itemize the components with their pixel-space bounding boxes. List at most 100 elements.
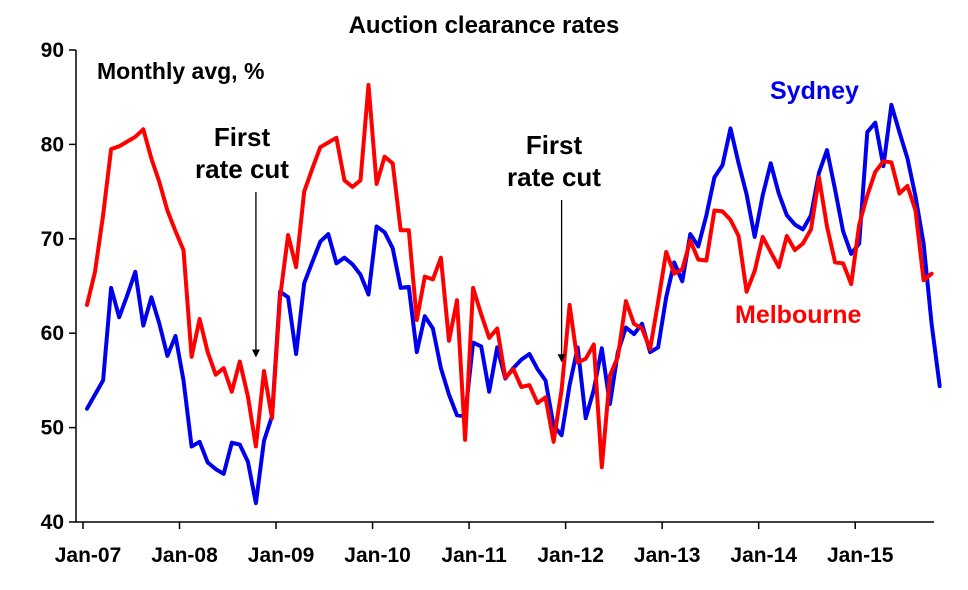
data-point-melbourne xyxy=(181,248,186,252)
data-point-melbourne xyxy=(101,213,105,217)
data-point-melbourne xyxy=(350,185,355,189)
y-tick-label: 70 xyxy=(41,228,64,251)
data-point-melbourne xyxy=(809,227,813,231)
data-point-melbourne xyxy=(761,235,765,239)
x-tick-label: Jan-10 xyxy=(344,544,411,567)
x-tick-label: Jan-14 xyxy=(730,544,797,567)
data-point-sydney xyxy=(222,472,226,476)
data-point-sydney xyxy=(560,433,564,437)
data-point-sydney xyxy=(688,232,692,236)
data-point-melbourne xyxy=(198,317,202,321)
data-point-sydney xyxy=(487,390,491,394)
data-point-melbourne xyxy=(447,339,451,343)
data-point-sydney xyxy=(350,262,355,266)
data-point-melbourne xyxy=(278,295,282,299)
data-point-sydney xyxy=(302,281,306,285)
data-point-melbourne xyxy=(479,312,483,316)
data-point-sydney xyxy=(889,103,894,107)
data-point-melbourne xyxy=(246,394,250,398)
data-point-melbourne xyxy=(503,376,507,380)
data-point-sydney xyxy=(415,350,419,354)
data-point-sydney xyxy=(825,148,829,152)
data-point-sydney xyxy=(712,175,717,179)
data-point-sydney xyxy=(342,256,346,260)
data-point-melbourne xyxy=(85,303,89,307)
data-point-sydney xyxy=(358,273,363,277)
data-point-sydney xyxy=(310,260,314,264)
annotation-label: rate cut xyxy=(507,162,601,192)
y-tick-label: 50 xyxy=(41,417,64,440)
data-point-melbourne xyxy=(270,416,274,420)
data-point-sydney xyxy=(101,378,105,382)
series-points-melbourne xyxy=(85,83,934,469)
data-point-melbourne xyxy=(865,193,869,197)
data-point-melbourne xyxy=(190,355,194,359)
data-point-melbourne xyxy=(310,167,314,171)
data-point-melbourne xyxy=(206,350,210,354)
data-point-melbourne xyxy=(656,300,660,304)
data-point-melbourne xyxy=(576,360,580,365)
data-point-melbourne xyxy=(431,277,435,281)
data-point-melbourne xyxy=(680,267,684,271)
data-point-melbourne xyxy=(745,290,749,294)
data-point-melbourne xyxy=(230,390,234,394)
y-tick-label: 80 xyxy=(41,133,64,156)
data-point-sydney xyxy=(592,388,596,392)
data-point-sydney xyxy=(286,295,290,299)
data-point-melbourne xyxy=(672,272,676,276)
data-point-sydney xyxy=(214,467,218,471)
series-points-sydney xyxy=(85,103,942,505)
data-point-melbourne xyxy=(801,241,805,246)
data-point-melbourne xyxy=(302,190,306,194)
data-point-melbourne xyxy=(463,438,467,442)
data-point-melbourne xyxy=(889,160,894,164)
data-point-melbourne xyxy=(825,224,829,229)
data-point-sydney xyxy=(157,322,161,326)
data-point-melbourne xyxy=(592,342,596,347)
data-point-melbourne xyxy=(922,278,926,282)
data-point-melbourne xyxy=(375,182,379,186)
data-point-melbourne xyxy=(93,270,97,274)
data-point-sydney xyxy=(173,334,178,338)
x-tick-label: Jan-13 xyxy=(634,544,701,567)
data-point-melbourne xyxy=(214,373,218,377)
data-point-sydney xyxy=(656,345,660,349)
data-point-sydney xyxy=(431,326,435,331)
data-point-melbourne xyxy=(881,159,886,163)
data-point-sydney xyxy=(230,441,234,445)
data-point-melbourne xyxy=(930,272,934,276)
data-point-sydney xyxy=(640,322,644,326)
data-point-melbourne xyxy=(334,136,338,140)
data-point-melbourne xyxy=(262,369,266,373)
data-point-melbourne xyxy=(568,303,572,307)
data-point-melbourne xyxy=(543,395,548,399)
data-point-melbourne xyxy=(383,155,387,159)
data-point-melbourne xyxy=(817,175,821,179)
data-point-sydney xyxy=(664,295,668,299)
data-point-melbourne xyxy=(857,223,861,227)
data-point-melbourne xyxy=(133,135,137,139)
data-point-sydney xyxy=(672,260,676,264)
data-point-melbourne xyxy=(897,191,902,196)
data-point-sydney xyxy=(761,193,765,197)
data-point-melbourne xyxy=(439,256,443,260)
annotation-arrow-head xyxy=(251,349,260,358)
legend-melbourne: Melbourne xyxy=(735,301,861,329)
data-point-sydney xyxy=(938,384,942,388)
data-point-sydney xyxy=(181,378,186,382)
data-point-sydney xyxy=(254,501,258,505)
data-point-sydney xyxy=(471,341,475,345)
data-point-melbourne xyxy=(535,401,540,405)
data-point-melbourne xyxy=(407,228,411,232)
data-point-melbourne xyxy=(624,299,628,303)
data-point-sydney xyxy=(375,224,379,229)
data-point-melbourne xyxy=(841,261,845,265)
data-point-sydney xyxy=(527,352,532,356)
data-point-melbourne xyxy=(399,228,403,232)
data-point-melbourne xyxy=(712,208,717,213)
data-point-melbourne xyxy=(600,465,604,469)
x-tick-label: Jan-07 xyxy=(55,544,122,567)
data-point-melbourne xyxy=(769,250,773,254)
data-point-melbourne xyxy=(793,248,797,252)
